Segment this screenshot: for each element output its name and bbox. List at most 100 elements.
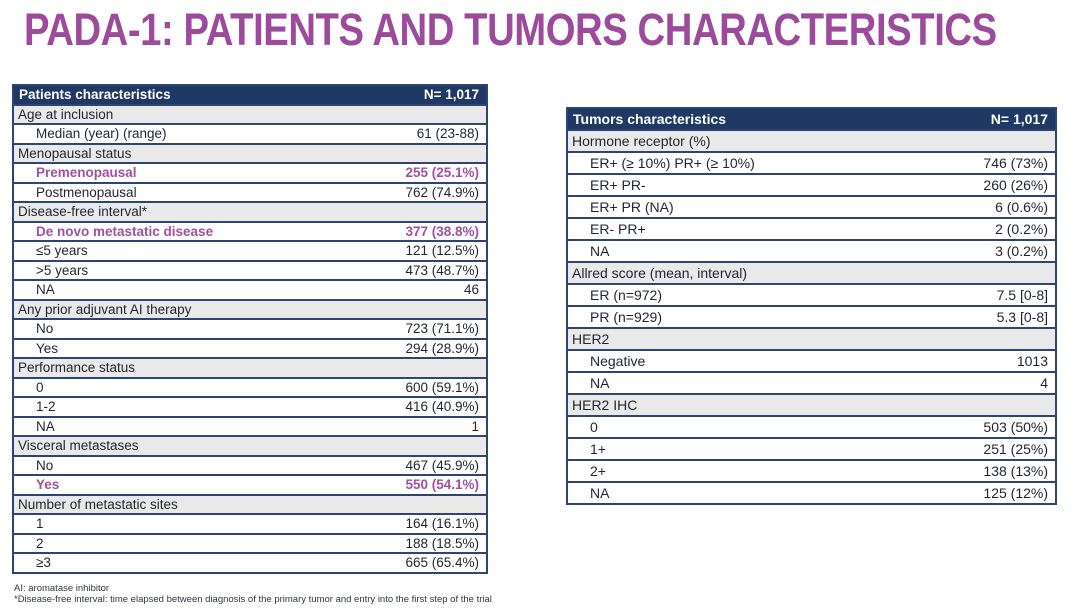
table-row: 0 503 (50%) <box>567 416 1056 438</box>
row-label: Yes <box>36 477 60 493</box>
row-value: 665 (65.4%) <box>405 555 479 571</box>
row-label: NA <box>590 375 610 391</box>
footnote-disease-free-interval: *Disease-free interval: time elapsed bet… <box>14 593 492 605</box>
table-row: 0 600 (59.1%) <box>13 377 487 397</box>
row-value: 723 (71.1%) <box>405 321 479 337</box>
section-row: Disease-free interval* <box>13 202 487 222</box>
row-label: No <box>36 321 54 337</box>
section-label: Visceral metastases <box>13 436 487 456</box>
section-label: Allred score (mean, interval) <box>567 262 1056 284</box>
table-row: 2+ 138 (13%) <box>567 460 1056 482</box>
table-header-count: N= 1,017 <box>811 108 1056 130</box>
section-label: Disease-free interval* <box>13 202 487 222</box>
row-value: 6 (0.6%) <box>995 199 1048 215</box>
table-row: NA 4 <box>567 372 1056 394</box>
row-value: 416 (40.9%) <box>405 399 479 415</box>
row-label: ≤5 years <box>36 243 88 259</box>
row-value: 121 (12.5%) <box>405 243 479 259</box>
row-value: 3 (0.2%) <box>995 243 1048 259</box>
row-value: 7.5 [0-8] <box>996 287 1048 303</box>
row-value: 2 (0.2%) <box>995 221 1048 237</box>
row-label: De novo metastatic disease <box>36 223 214 239</box>
table-header-label: Patients characteristics <box>13 85 250 105</box>
table-row: 1-2 416 (40.9%) <box>13 397 487 417</box>
table-row: NA 125 (12%) <box>567 482 1056 504</box>
table-row: Median (year) (range) 61 (23-88) <box>13 124 487 144</box>
table-row: PR (n=929) 5.3 [0-8] <box>567 306 1056 328</box>
row-label: 1 <box>36 516 44 532</box>
row-value: 550 (54.1%) <box>405 477 479 493</box>
row-label: No <box>36 457 54 473</box>
row-label: 1-2 <box>36 399 56 415</box>
row-label: >5 years <box>36 262 89 278</box>
row-label: ER+ PR- <box>590 177 646 193</box>
section-row: Hormone receptor (%) <box>567 130 1056 152</box>
row-value: 746 (73%) <box>983 155 1048 171</box>
table-row-highlighted: De novo metastatic disease 377 (38.8%) <box>13 221 487 241</box>
table-row: NA 1 <box>13 416 487 436</box>
row-value: 188 (18.5%) <box>405 535 479 551</box>
section-label: Hormone receptor (%) <box>567 130 1056 152</box>
row-value: 61 (23-88) <box>416 126 479 142</box>
row-value: 251 (25%) <box>983 441 1048 457</box>
row-value: 503 (50%) <box>983 419 1048 435</box>
section-row: Visceral metastases <box>13 436 487 456</box>
row-label: Yes <box>36 340 59 356</box>
table-header-row: Patients characteristics N= 1,017 <box>13 85 487 105</box>
footnotes: AI: aromatase inhibitor *Disease-free in… <box>14 583 492 605</box>
row-label: Postmenopausal <box>36 184 137 200</box>
row-label: 1+ <box>590 441 606 457</box>
section-row: Number of metastatic sites <box>13 494 487 514</box>
table-header-row: Tumors characteristics N= 1,017 <box>567 108 1056 130</box>
table-row: ≥3 665 (65.4%) <box>13 553 487 573</box>
row-value: 1 <box>471 418 479 434</box>
row-value: 467 (45.9%) <box>405 457 479 473</box>
row-label: NA <box>36 282 55 298</box>
row-label: 0 <box>590 419 598 435</box>
table-row-highlighted: Yes 550 (54.1%) <box>13 475 487 495</box>
row-value: 260 (26%) <box>983 177 1048 193</box>
row-label: PR (n=929) <box>590 309 662 325</box>
section-label: Age at inclusion <box>13 104 487 124</box>
table-row: ER (n=972) 7.5 [0-8] <box>567 284 1056 306</box>
table-row: >5 years 473 (48.7%) <box>13 260 487 280</box>
row-value: 600 (59.1%) <box>405 379 479 395</box>
row-value: 473 (48.7%) <box>405 262 479 278</box>
row-label: ER+ (≥ 10%) PR+ (≥ 10%) <box>590 155 755 171</box>
row-value: 294 (28.9%) <box>405 340 479 356</box>
page-title: PADA-1: PATIENTS AND TUMORS CHARACTERIST… <box>24 4 997 55</box>
table-row: ER+ PR (NA) 6 (0.6%) <box>567 196 1056 218</box>
table-row: NA 46 <box>13 280 487 300</box>
row-label: ER (n=972) <box>590 287 662 303</box>
table-row: 1+ 251 (25%) <box>567 438 1056 460</box>
table-row: ER+ PR- 260 (26%) <box>567 174 1056 196</box>
row-label: NA <box>590 485 610 501</box>
section-row: HER2 <box>567 328 1056 350</box>
table-row: 2 188 (18.5%) <box>13 533 487 553</box>
table-row: NA 3 (0.2%) <box>567 240 1056 262</box>
row-label: Median (year) (range) <box>36 126 167 142</box>
table-row: ER+ (≥ 10%) PR+ (≥ 10%) 746 (73%) <box>567 152 1056 174</box>
table-row-highlighted: Premenopausal 255 (25.1%) <box>13 163 487 183</box>
section-label: Menopausal status <box>13 143 487 163</box>
row-label: Negative <box>590 353 646 369</box>
row-value: 164 (16.1%) <box>405 516 479 532</box>
row-label: Premenopausal <box>36 165 137 181</box>
section-row: Menopausal status <box>13 143 487 163</box>
row-label: 2 <box>36 535 44 551</box>
row-label: ER- PR+ <box>590 221 646 237</box>
row-label: NA <box>36 418 55 434</box>
row-value: 46 <box>463 282 479 298</box>
footnote-ai-abbreviation: AI: aromatase inhibitor <box>14 583 110 594</box>
section-row: Age at inclusion <box>13 104 487 124</box>
table-row: No 467 (45.9%) <box>13 455 487 475</box>
table-header-label: Tumors characteristics <box>567 108 812 130</box>
row-value: 4 <box>1040 375 1048 391</box>
row-value: 5.3 [0-8] <box>996 309 1048 325</box>
row-label: 0 <box>36 379 44 395</box>
row-value: 138 (13%) <box>983 463 1048 479</box>
row-label: ≥3 <box>36 555 51 571</box>
tumors-characteristics-table: Tumors characteristics N= 1,017 Hormone re… <box>566 107 1057 505</box>
row-label: NA <box>590 243 610 259</box>
section-row: Allred score (mean, interval) <box>567 262 1056 284</box>
